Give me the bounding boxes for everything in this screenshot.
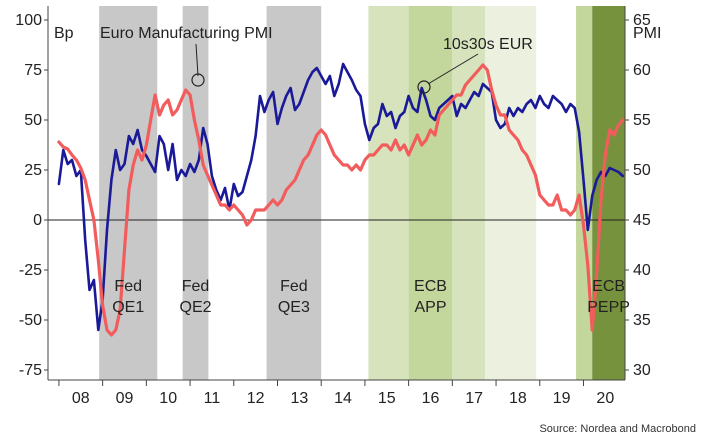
right-tick-label: 50 [633,162,651,179]
shaded-period-4 [408,6,453,380]
spread-leader-line [427,53,479,85]
x-tick-label: 14 [334,390,352,407]
annotations: Euro Manufacturing PMI 10s30s EUR Bp PMI… [54,25,696,435]
left-tick-label: 75 [24,62,42,79]
spread-highlight-circle [417,80,431,94]
period-label-8: PEPP [587,299,630,316]
x-tick-label: 13 [290,390,308,407]
period-label-4: ECB [414,278,447,295]
left-axis-unit: Bp [54,25,74,42]
spread-series-annotation: 10s30s EUR [443,36,533,53]
series-line-spread [57,62,625,332]
pmi-highlight-circle [191,73,205,87]
series-lines [57,62,625,337]
period-label-1: Fed [182,278,210,295]
left-tick-label: -25 [19,262,42,279]
shaded-periods [99,6,625,380]
x-tick-label: 10 [159,390,177,407]
period-labels: Fed QE1 Fed QE2 Fed QE3 ECB APP ECB PEPP [112,278,630,316]
right-tick-label: 55 [633,112,651,129]
pmi-series-annotation: Euro Manufacturing PMI [100,25,273,42]
shaded-period-5 [452,6,486,380]
left-tick-label: -50 [19,312,42,329]
period-label-4: APP [414,299,446,316]
x-tick-label: 20 [596,390,614,407]
left-tick-label: 0 [33,212,42,229]
x-tick-label: 15 [378,390,396,407]
left-tick-label: -75 [19,362,42,379]
shaded-period-2 [266,6,322,380]
right-tick-label: 30 [633,362,651,379]
pmi-leader-line [195,43,199,77]
period-label-2: Fed [280,278,308,295]
right-tick-label: 35 [633,312,651,329]
period-label-2: QE3 [278,299,310,316]
axes: 100 75 50 25 0 -25 -50 -75 65 60 55 50 45 40 35 30 08 09 1… [15,6,651,407]
right-tick-label: 65 [633,12,651,29]
shaded-period-6 [485,6,537,380]
right-tick-label: 40 [633,262,651,279]
left-tick-label: 100 [15,12,42,29]
x-tick-label: 17 [465,390,483,407]
left-tick-label: 25 [24,162,42,179]
right-tick-label: 45 [633,212,651,229]
period-label-8: ECB [592,278,625,295]
source-note: Source: Nordea and Macrobond [539,423,696,435]
series-line-pmi [57,63,625,337]
x-tick-label: 19 [553,390,571,407]
period-label-1: QE2 [180,299,212,316]
right-tick-label: 60 [633,62,651,79]
shaded-period-3 [368,6,409,380]
period-label-0: Fed [114,278,142,295]
x-tick-label: 12 [247,390,265,407]
shaded-period-1 [182,6,209,380]
shaded-period-8 [592,6,625,380]
x-tick-label: 16 [422,390,440,407]
period-label-0: QE1 [112,299,144,316]
x-tick-label: 18 [509,390,527,407]
x-tick-label: 08 [72,390,90,407]
left-tick-label: 50 [24,112,42,129]
right-axis-label: PMI [633,25,661,42]
x-tick-label: 11 [204,390,221,407]
x-tick-label: 09 [116,390,134,407]
